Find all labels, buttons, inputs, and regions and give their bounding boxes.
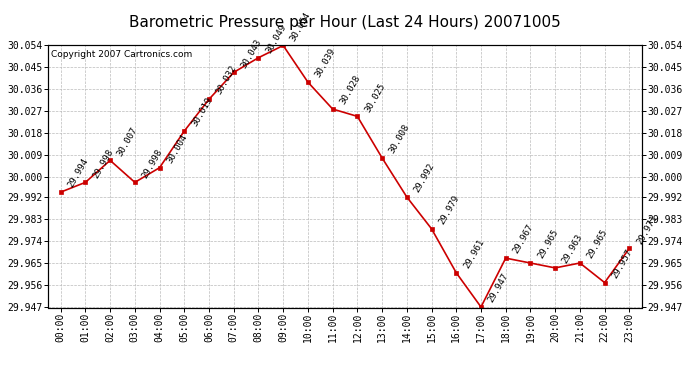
Text: 29.947: 29.947: [486, 272, 511, 304]
Text: 30.025: 30.025: [363, 81, 387, 114]
Text: 29.965: 29.965: [536, 228, 560, 260]
Text: 29.961: 29.961: [462, 238, 486, 270]
Text: 30.028: 30.028: [338, 74, 362, 106]
Text: 29.979: 29.979: [437, 194, 461, 226]
Text: 29.963: 29.963: [561, 233, 584, 265]
Text: 29.998: 29.998: [91, 147, 115, 180]
Text: 30.032: 30.032: [215, 64, 239, 96]
Text: 30.019: 30.019: [190, 96, 214, 128]
Text: 29.965: 29.965: [585, 228, 609, 260]
Text: 30.007: 30.007: [116, 125, 139, 158]
Text: 29.957: 29.957: [610, 248, 634, 280]
Text: 29.994: 29.994: [66, 157, 90, 189]
Text: Copyright 2007 Cartronics.com: Copyright 2007 Cartronics.com: [51, 50, 193, 59]
Text: 29.967: 29.967: [511, 223, 535, 255]
Text: 29.971: 29.971: [635, 213, 659, 246]
Text: 30.049: 30.049: [264, 22, 288, 55]
Text: 29.998: 29.998: [140, 147, 164, 180]
Text: 30.054: 30.054: [288, 10, 313, 43]
Text: 29.992: 29.992: [413, 162, 436, 194]
Text: 30.039: 30.039: [313, 47, 337, 80]
Text: 30.008: 30.008: [388, 123, 411, 155]
Text: 30.004: 30.004: [165, 132, 189, 165]
Text: 30.043: 30.043: [239, 37, 263, 70]
Text: Barometric Pressure per Hour (Last 24 Hours) 20071005: Barometric Pressure per Hour (Last 24 Ho…: [129, 15, 561, 30]
